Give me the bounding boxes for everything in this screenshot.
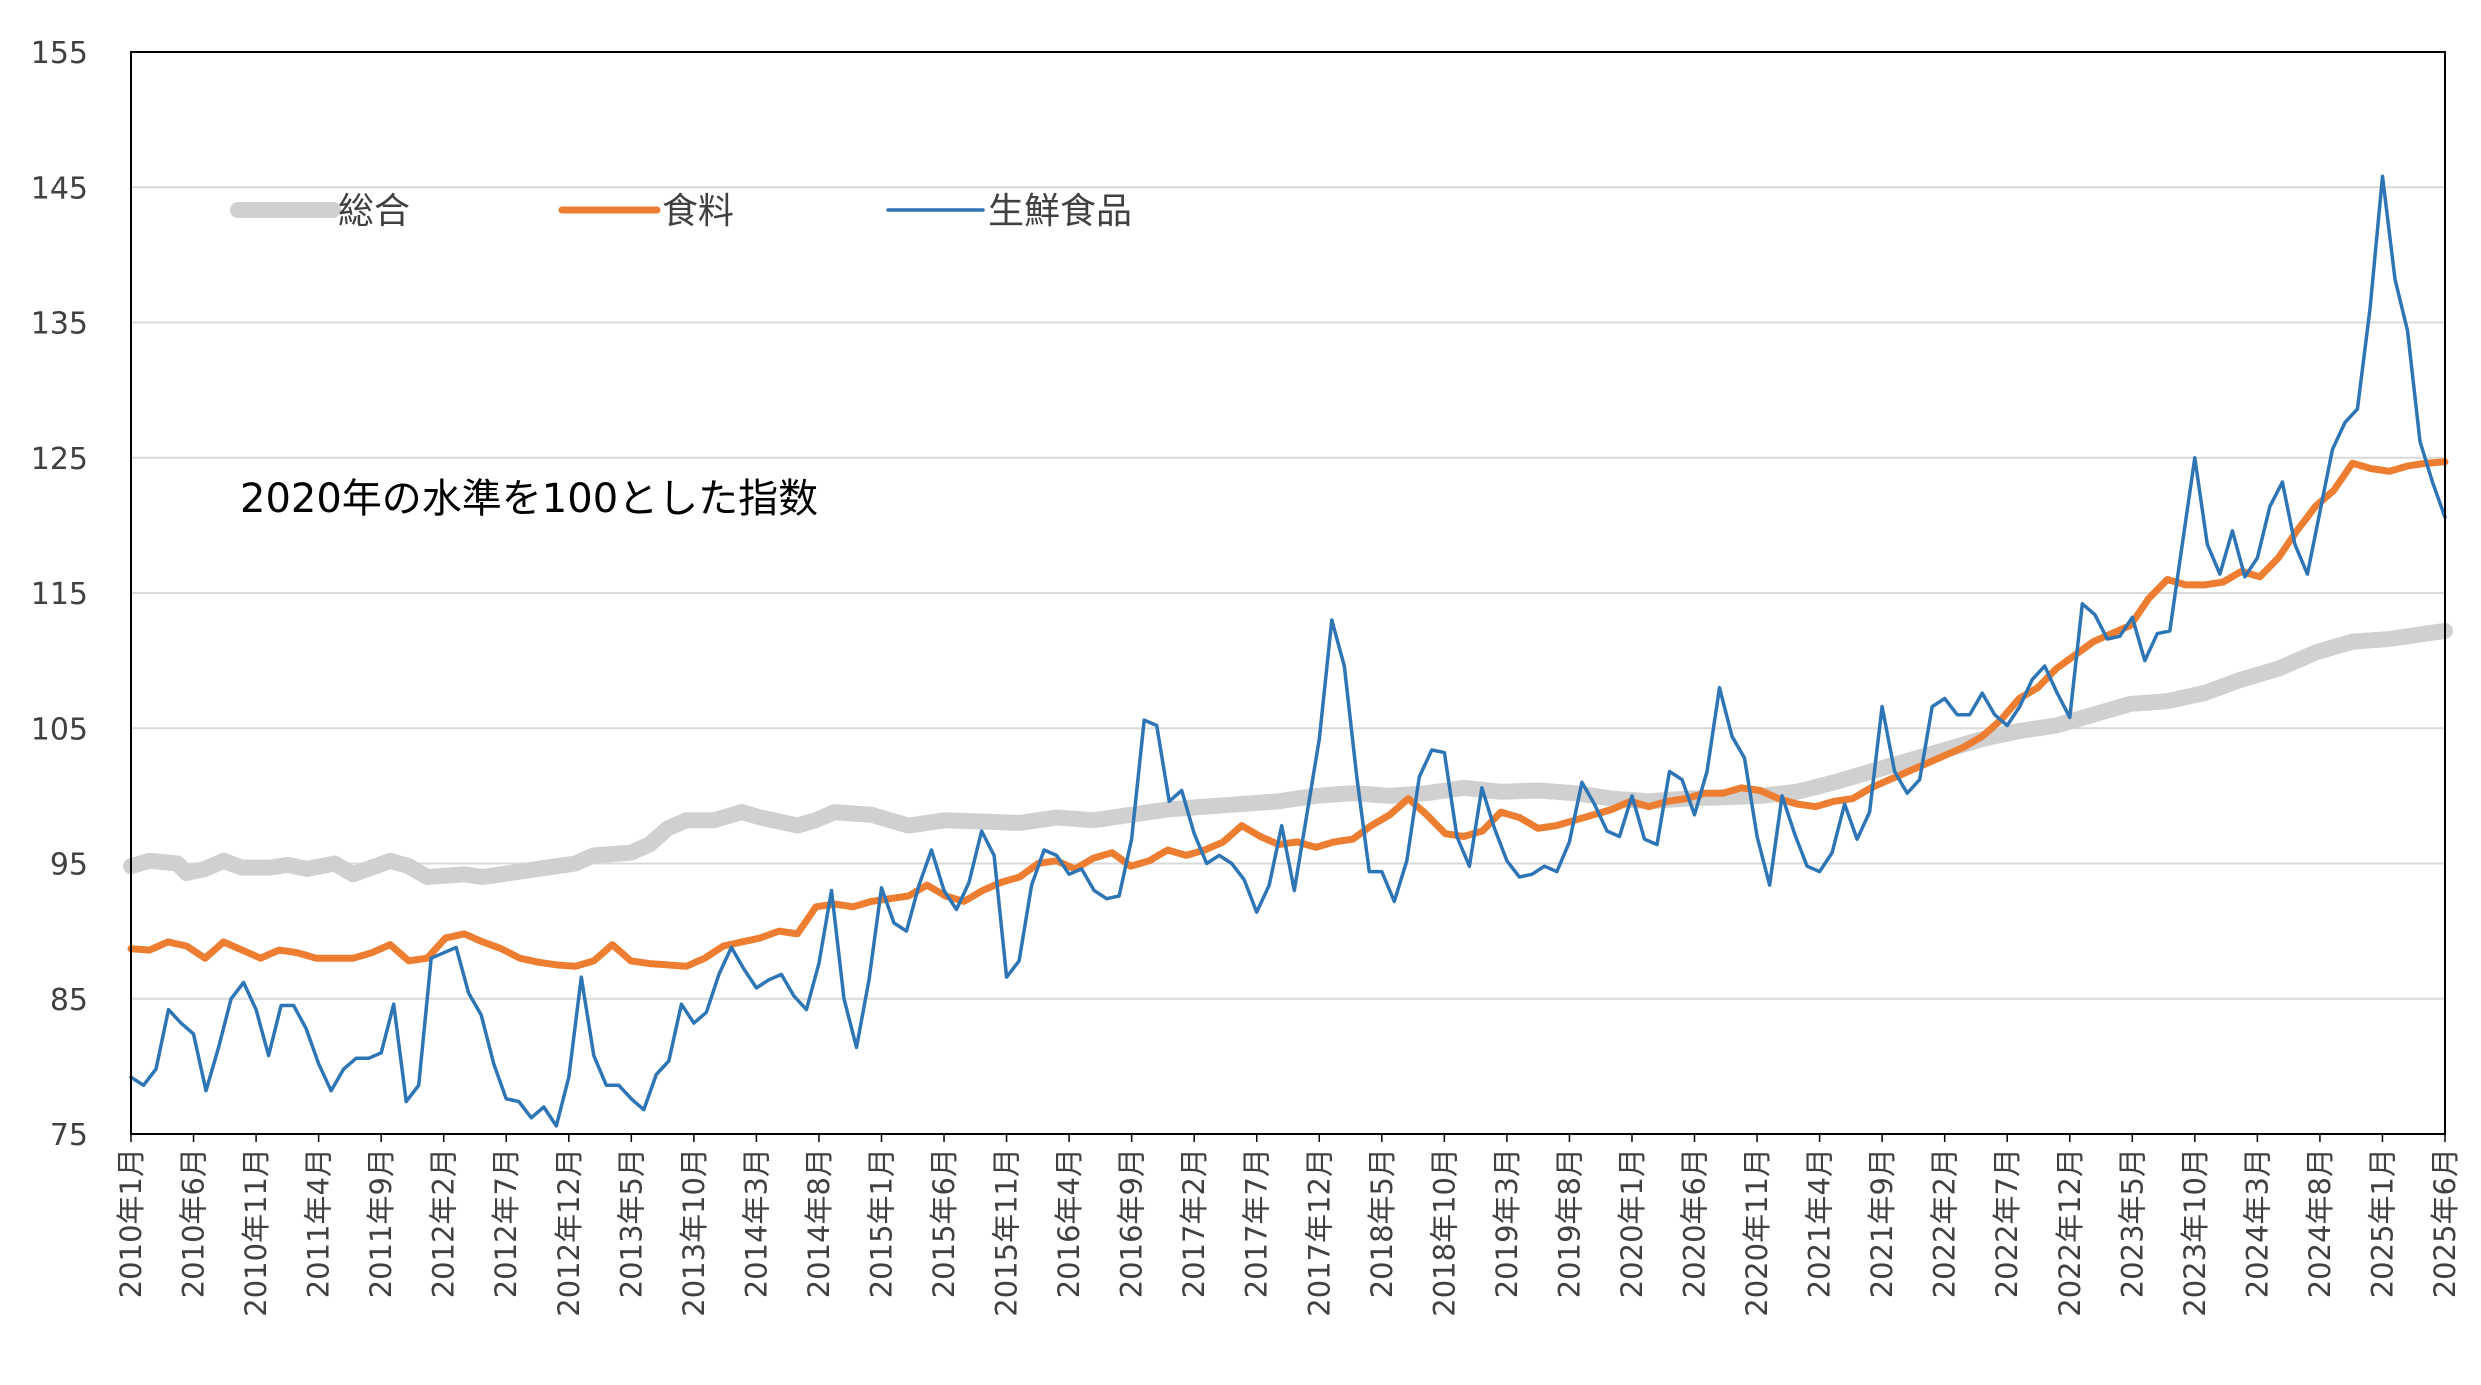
x-tick-label: 2016年9月 — [1115, 1148, 1149, 1298]
x-tick-label: 2019年8月 — [1552, 1148, 1586, 1298]
series-line-2 — [127, 458, 2449, 970]
y-tick-label: 85 — [50, 983, 88, 1018]
x-tick-label: 2024年3月 — [2240, 1148, 2274, 1298]
x-tick-label: 2014年8月 — [802, 1148, 836, 1298]
legend-label: 生鮮食品 — [988, 191, 1132, 232]
series-lines — [123, 174, 2453, 1128]
x-tick-label: 2017年12月 — [1302, 1148, 1336, 1317]
x-tick-label: 2013年10月 — [677, 1148, 711, 1317]
x-tick-label: 2025年6月 — [2428, 1148, 2462, 1298]
x-tick-label: 2012年12月 — [552, 1148, 586, 1317]
legend: 総合 食料 生鮮食品 — [230, 191, 1132, 232]
y-tick-label: 135 — [31, 307, 88, 342]
x-tick-label: 2012年2月 — [427, 1148, 461, 1298]
y-tick-label: 155 — [31, 36, 88, 71]
x-tick-label: 2015年1月 — [864, 1148, 898, 1298]
series-line-3 — [129, 174, 2447, 1128]
y-tick-label: 105 — [31, 712, 88, 747]
y-axis: 75 85 95 105 115 125 135 145 155 — [31, 36, 88, 1153]
x-tick-label: 2021年9月 — [1865, 1148, 1899, 1298]
legend-label: 総合 — [338, 191, 410, 232]
x-tick-label: 2015年11月 — [990, 1148, 1024, 1317]
x-tick-label: 2017年2月 — [1177, 1148, 1211, 1298]
x-tick-label: 2020年1月 — [1615, 1148, 1649, 1298]
x-tick-label: 2022年7月 — [1990, 1148, 2024, 1298]
x-tick-label: 2023年10月 — [2178, 1148, 2212, 1317]
series-line-1 — [123, 622, 2453, 885]
x-tick-label: 2012年7月 — [489, 1148, 523, 1298]
y-tick-label: 125 — [31, 442, 88, 477]
x-axis: 2010年1月 2010年6月 2010年11月 2011年4月 2011年9月 2012… — [114, 1134, 2462, 1317]
x-tick-label: 2025年1月 — [2365, 1148, 2399, 1298]
x-tick-label: 2016年4月 — [1052, 1148, 1086, 1298]
y-tick-label: 145 — [31, 171, 88, 206]
x-tick-label: 2019年3月 — [1490, 1148, 1524, 1298]
y-tick-label: 95 — [50, 848, 88, 883]
legend-label: 食料 — [662, 191, 734, 232]
x-tick-label: 2020年6月 — [1678, 1148, 1712, 1298]
x-tick-label: 2011年4月 — [302, 1148, 336, 1298]
x-tick-label: 2020年11月 — [1740, 1148, 1774, 1317]
x-tick-label: 2011年9月 — [364, 1148, 398, 1298]
x-tick-label: 2017年7月 — [1240, 1148, 1274, 1298]
x-tick-label: 2010年6月 — [177, 1148, 211, 1298]
x-tick-label: 2021年4月 — [1803, 1148, 1837, 1298]
x-tick-label: 2022年12月 — [2053, 1148, 2087, 1317]
x-tick-label: 2010年1月 — [114, 1148, 148, 1298]
x-tick-label: 2022年2月 — [1928, 1148, 1962, 1298]
x-tick-label: 2015年6月 — [927, 1148, 961, 1298]
x-tick-label: 2018年5月 — [1365, 1148, 1399, 1298]
chart-annotation: 2020年の水準を100とした指数 — [240, 476, 818, 522]
x-tick-label: 2023年5月 — [2115, 1148, 2149, 1298]
x-tick-label: 2014年3月 — [739, 1148, 773, 1298]
x-tick-label: 2013年5月 — [614, 1148, 648, 1298]
y-tick-label: 115 — [31, 577, 88, 612]
x-tick-label: 2018年10月 — [1427, 1148, 1461, 1317]
x-tick-label: 2024年8月 — [2303, 1148, 2337, 1298]
x-tick-label: 2010年11月 — [239, 1148, 273, 1317]
y-tick-label: 75 — [50, 1118, 88, 1153]
plot-area-frame — [130, 51, 2446, 1135]
